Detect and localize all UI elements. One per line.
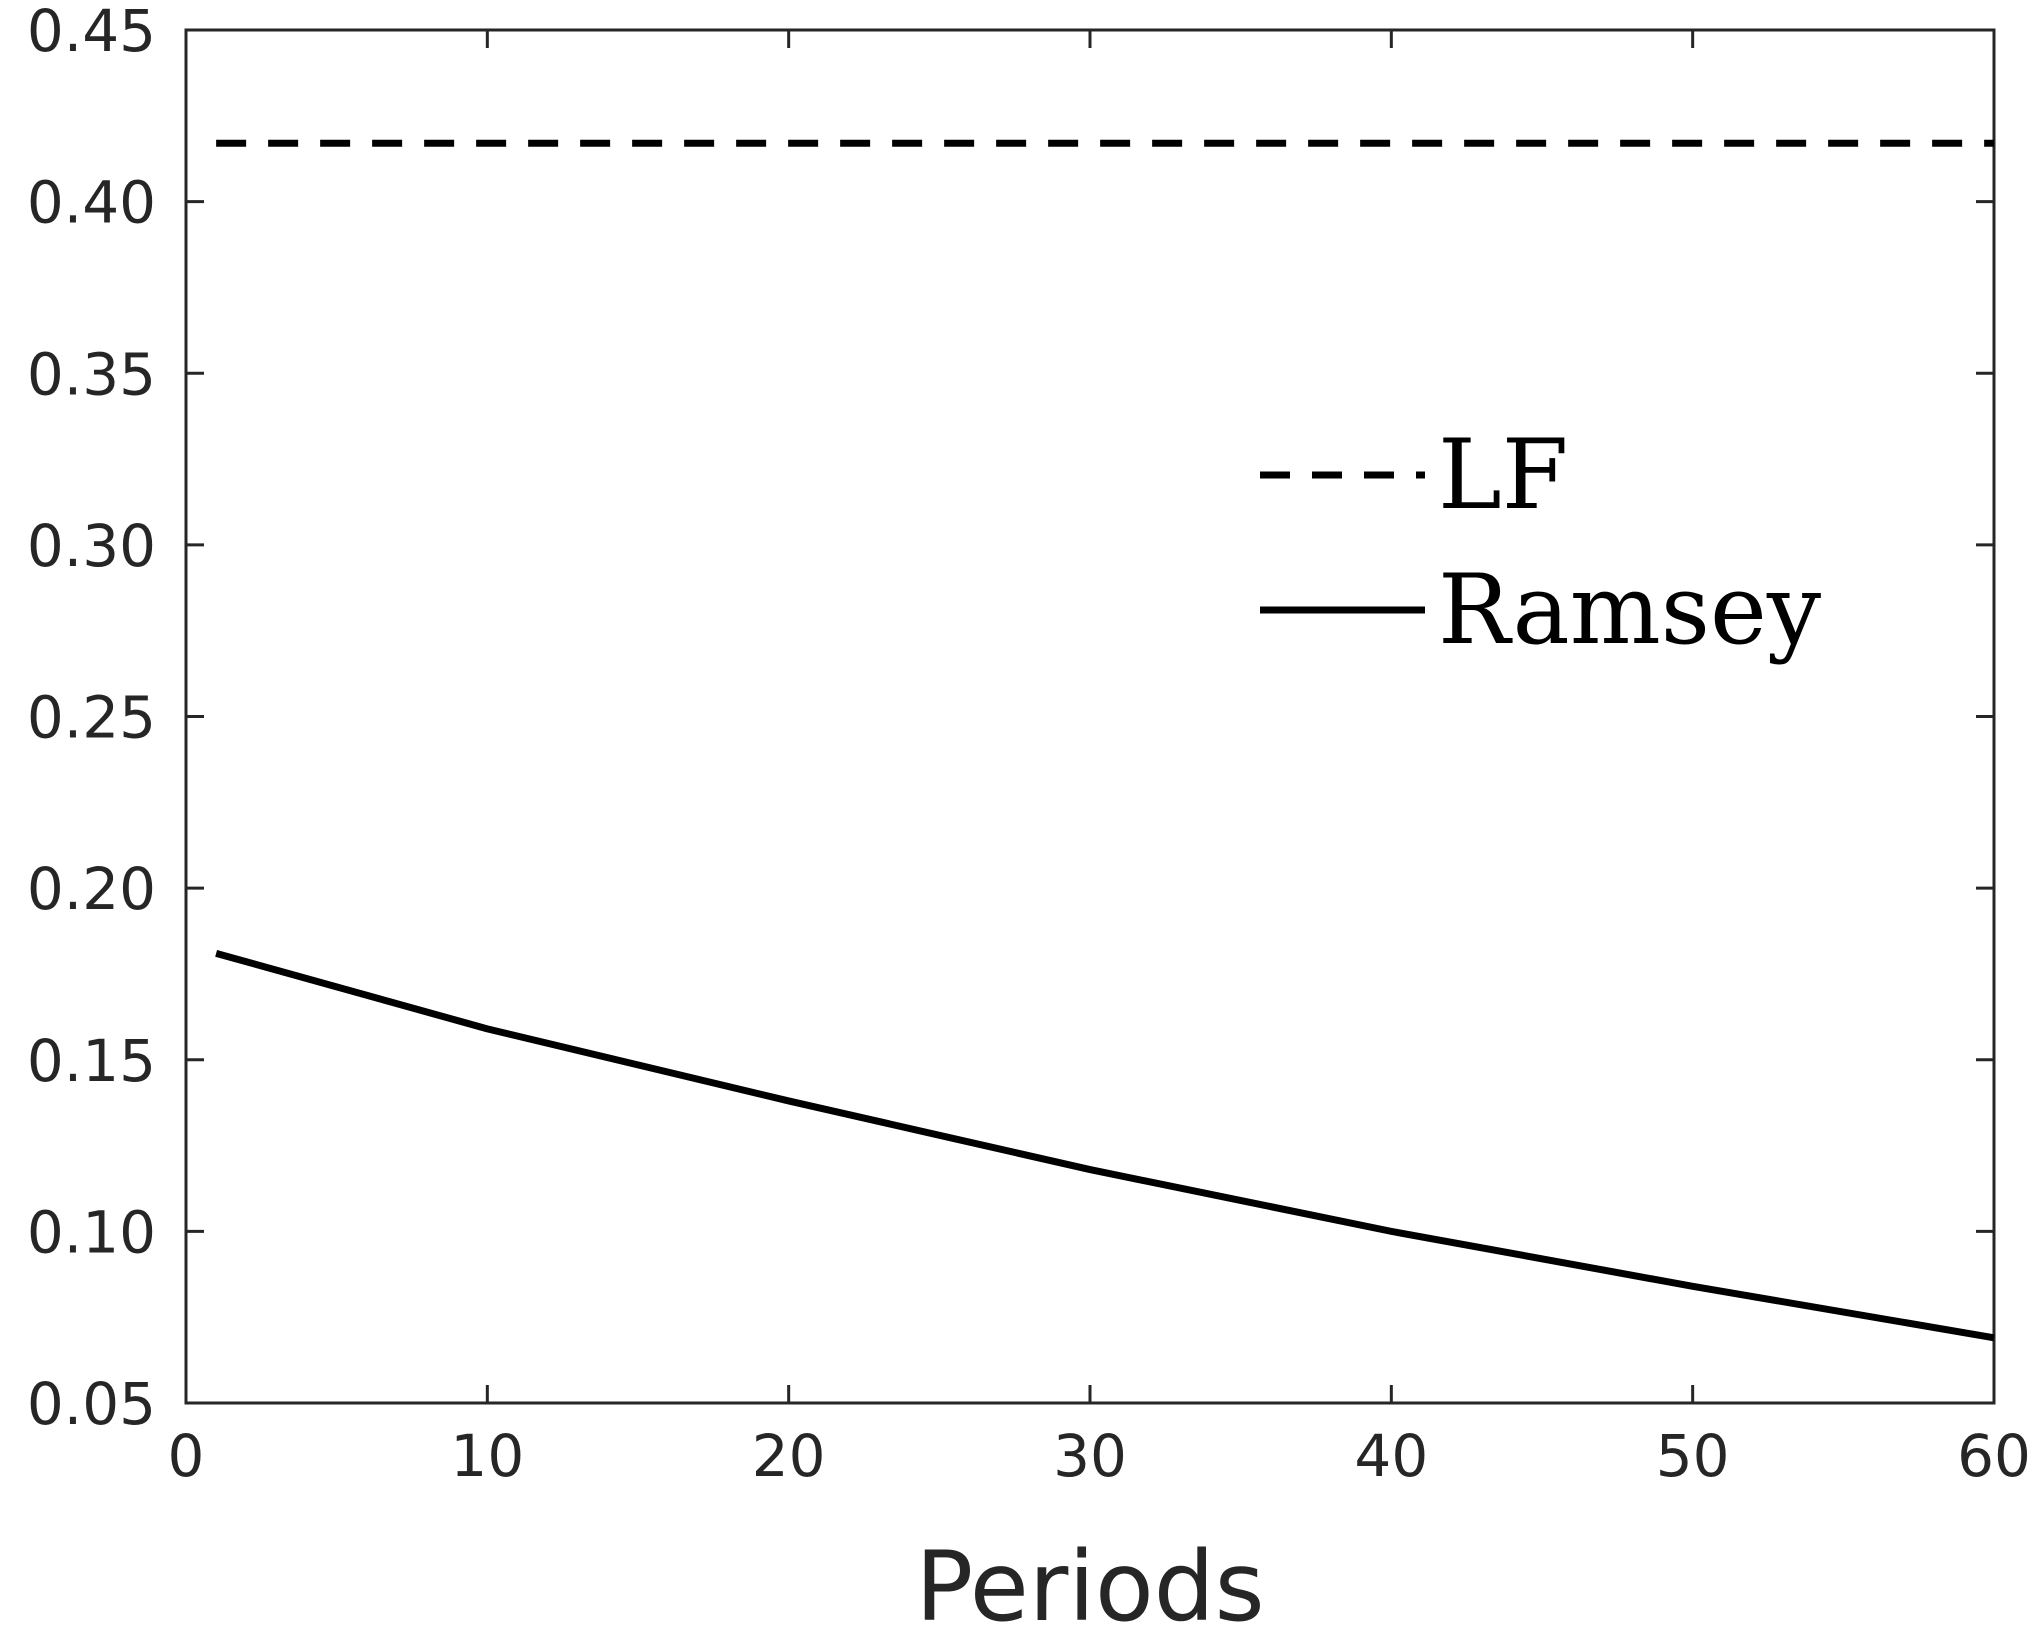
y-tick-label: 0.30	[27, 512, 156, 580]
y-tick-label: 0.35	[27, 340, 156, 408]
legend-label-ramsey: Ramsey	[1438, 554, 1821, 666]
x-tick-labels: 0 10 20 30 40 50 60	[168, 1422, 2031, 1490]
x-tick-label: 60	[1957, 1422, 2031, 1490]
series-layer	[215, 139, 1995, 1342]
plot-frame	[184, 28, 1996, 1405]
y-tick-label: 0.45	[27, 0, 156, 65]
axis-ticks	[184, 28, 1996, 1405]
y-tick-label: 0.40	[27, 169, 156, 237]
y-tick-label: 0.25	[27, 684, 156, 752]
legend: LF Ramsey	[1260, 419, 1821, 666]
x-tick-label: 10	[450, 1422, 524, 1490]
y-tick-label: 0.05	[27, 1370, 156, 1438]
x-axis-title: Periods	[915, 1531, 1264, 1627]
y-tick-label: 0.20	[27, 855, 156, 923]
x-tick-label: 40	[1354, 1422, 1428, 1490]
x-tick-label: 0	[168, 1422, 205, 1490]
x-tick-label: 20	[752, 1422, 826, 1490]
x-tick-label: 30	[1053, 1422, 1127, 1490]
legend-label-lf: LF	[1438, 419, 1568, 531]
x-tick-label: 50	[1656, 1422, 1730, 1490]
y-tick-labels: 0.05 0.10 0.15 0.20 0.25 0.30 0.35 0.40 0.45	[27, 0, 156, 1438]
y-tick-label: 0.15	[27, 1027, 156, 1095]
y-tick-label: 0.10	[27, 1198, 156, 1266]
series-line-ramsey	[215, 949, 1995, 1342]
